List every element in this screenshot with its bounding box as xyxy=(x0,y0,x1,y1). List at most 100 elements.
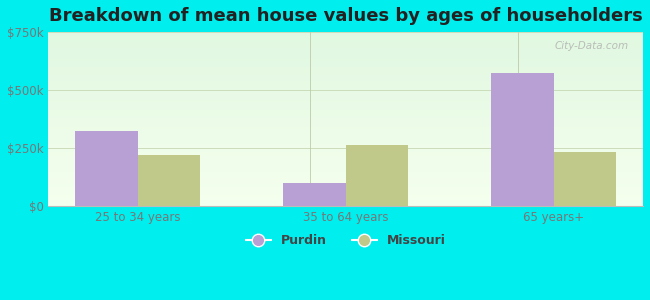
Bar xyxy=(49,185,643,186)
Bar xyxy=(49,94,643,95)
Bar xyxy=(49,142,643,143)
Bar xyxy=(49,32,643,33)
Bar xyxy=(49,105,643,106)
Bar xyxy=(49,147,643,148)
Bar xyxy=(49,78,643,79)
Bar xyxy=(49,145,643,146)
Bar xyxy=(49,64,643,65)
Bar xyxy=(49,175,643,176)
Bar xyxy=(49,150,643,151)
Bar xyxy=(49,187,643,188)
Bar xyxy=(49,58,643,59)
Bar xyxy=(49,194,643,195)
Bar xyxy=(49,170,643,171)
Bar xyxy=(49,179,643,180)
Bar xyxy=(49,123,643,124)
Bar xyxy=(49,152,643,153)
Bar xyxy=(49,57,643,58)
Bar xyxy=(49,46,643,47)
Bar xyxy=(554,152,616,206)
Bar xyxy=(49,154,643,155)
Bar xyxy=(49,171,643,172)
Bar xyxy=(49,168,643,169)
Bar xyxy=(49,196,643,197)
Bar xyxy=(49,180,643,181)
Bar xyxy=(49,70,643,71)
Legend: Purdin, Missouri: Purdin, Missouri xyxy=(240,229,450,252)
Bar xyxy=(49,181,643,182)
Bar xyxy=(49,108,643,109)
Bar xyxy=(49,172,643,173)
Bar xyxy=(49,131,643,132)
Bar xyxy=(49,202,643,203)
Bar xyxy=(49,42,643,43)
Bar xyxy=(49,66,643,67)
Bar xyxy=(49,169,643,170)
Bar xyxy=(49,89,643,90)
Bar xyxy=(49,68,643,69)
Bar xyxy=(49,167,643,168)
Bar xyxy=(49,140,643,141)
Bar xyxy=(49,184,643,185)
Bar xyxy=(49,80,643,81)
Bar xyxy=(49,200,643,201)
Bar xyxy=(49,148,643,149)
Bar xyxy=(49,115,643,116)
Bar xyxy=(49,133,643,134)
Bar xyxy=(49,121,643,122)
Bar xyxy=(49,76,643,77)
Bar xyxy=(49,40,643,41)
Bar xyxy=(49,132,643,133)
Bar xyxy=(49,98,643,99)
Bar xyxy=(49,91,643,92)
Bar xyxy=(49,104,643,105)
Bar xyxy=(49,82,643,83)
Bar xyxy=(49,53,643,54)
Bar xyxy=(49,83,643,84)
Bar xyxy=(49,60,643,61)
Bar xyxy=(49,159,643,160)
Bar xyxy=(49,103,643,104)
Bar xyxy=(49,59,643,60)
Bar xyxy=(49,86,643,87)
Bar xyxy=(49,197,643,198)
Bar xyxy=(49,79,643,80)
Bar xyxy=(49,125,643,126)
Bar xyxy=(49,74,643,75)
Bar xyxy=(49,90,643,91)
Bar xyxy=(49,177,643,178)
Bar xyxy=(49,127,643,128)
Bar xyxy=(49,95,643,96)
Bar xyxy=(49,136,643,137)
Bar xyxy=(49,38,643,39)
Bar xyxy=(49,182,643,183)
Bar xyxy=(75,130,138,206)
Bar xyxy=(49,117,643,118)
Bar xyxy=(49,119,643,120)
Bar xyxy=(49,124,643,125)
Bar xyxy=(49,164,643,165)
Bar xyxy=(491,73,554,206)
Bar xyxy=(49,183,643,184)
Bar xyxy=(49,75,643,76)
Bar xyxy=(49,134,643,135)
Bar xyxy=(49,52,643,53)
Bar xyxy=(49,43,643,44)
Bar xyxy=(49,87,643,88)
Bar xyxy=(49,198,643,199)
Bar xyxy=(49,84,643,85)
Bar xyxy=(49,201,643,202)
Bar xyxy=(49,149,643,150)
Bar xyxy=(49,162,643,163)
Bar xyxy=(49,44,643,45)
Bar xyxy=(49,165,643,166)
Bar xyxy=(49,37,643,38)
Bar xyxy=(49,63,643,64)
Bar xyxy=(49,41,643,42)
Bar xyxy=(49,160,643,161)
Bar xyxy=(49,101,643,102)
Bar xyxy=(49,96,643,97)
Bar xyxy=(49,56,643,57)
Bar xyxy=(49,129,643,130)
Bar xyxy=(49,146,643,147)
